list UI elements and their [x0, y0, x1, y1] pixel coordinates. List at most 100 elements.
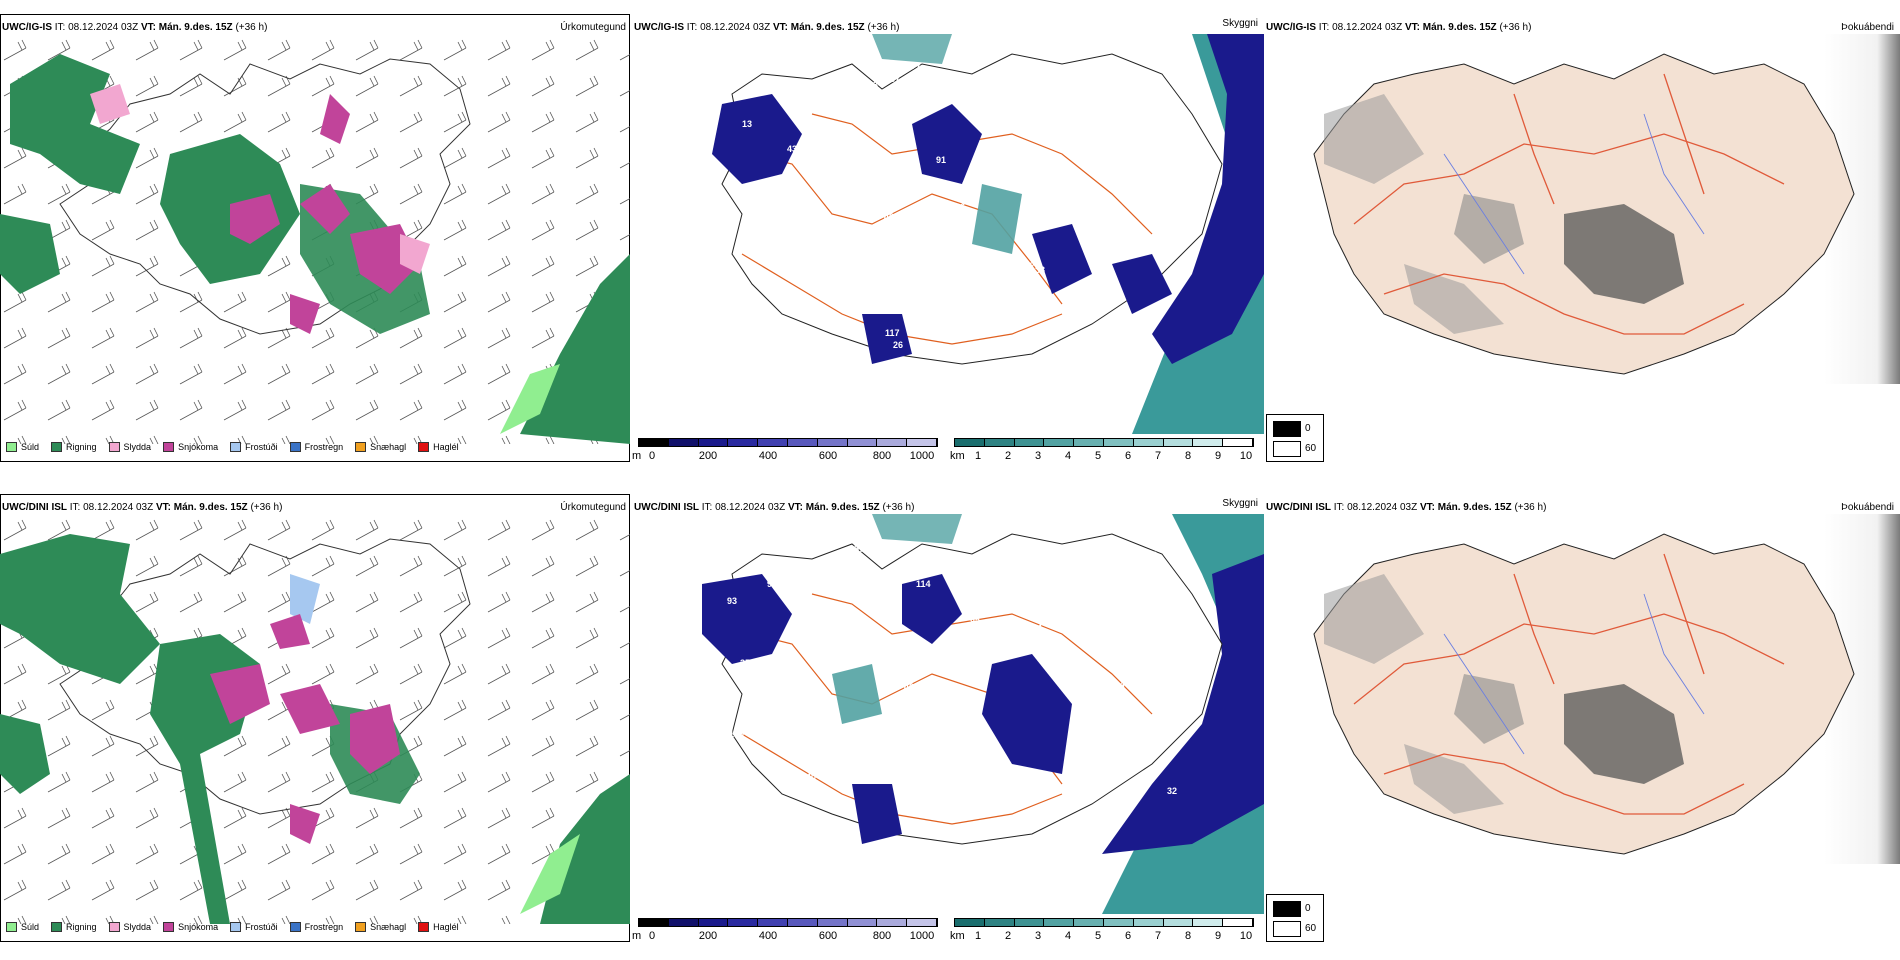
cloud-base-value: 48 — [884, 212, 895, 222]
cloud-base-value: 330 — [758, 396, 774, 406]
legend-swatch — [289, 922, 301, 932]
legend-swatch — [418, 442, 430, 452]
panel-name: Skyggni — [1222, 498, 1258, 509]
it-label: IT: — [701, 502, 713, 513]
colorbar-tick: 2 — [1004, 930, 1012, 942]
cloud-base-value: 49 — [1082, 665, 1093, 675]
fog-legend-black-swatch — [1273, 421, 1301, 437]
cloud-base-value: 93 — [727, 596, 738, 606]
legend-item: Súld — [6, 442, 39, 452]
colorbar-tick: 1 — [974, 450, 982, 462]
colorbar-tick: 200 — [698, 450, 718, 462]
fog-legend-value: 60 — [1305, 923, 1317, 934]
colorbar-tick: 400 — [758, 450, 778, 462]
cloud-base-value: 61 — [903, 824, 914, 834]
cloud-base-value: 26 — [955, 202, 966, 212]
panel-name: Þokuábendi — [1841, 502, 1894, 513]
road-network — [1383, 273, 1745, 335]
cloud-base-value: 43 — [1082, 372, 1093, 382]
legend-swatch — [51, 442, 63, 452]
snow-area — [290, 804, 320, 844]
colorbar-cell — [955, 439, 985, 446]
visibility-colorbar: km 1 2 3 4 5 6 7 8 9 10 — [950, 918, 1262, 948]
vt-value: Mán. 9.des. 15Z — [1422, 22, 1497, 33]
low-cloud-area — [1102, 554, 1264, 854]
cloud-base-value: 46 — [904, 682, 915, 692]
legend-item: Frostúði — [230, 442, 278, 452]
panel-name: Úrkomutegund — [560, 22, 626, 33]
cloud-base-value: 104 — [1027, 623, 1043, 633]
it-label: IT: — [1318, 22, 1330, 33]
cloud-base-value: 459 — [743, 861, 759, 871]
colorbar-cell — [728, 919, 759, 926]
lead-time: (+36 h) — [1514, 502, 1547, 513]
low-cloud-area — [912, 104, 982, 184]
legend-label: Rigning — [66, 442, 97, 452]
legend-item: Haglél — [418, 442, 459, 452]
fog-indicator-map — [1264, 514, 1900, 950]
vt-label: VT: — [772, 22, 788, 33]
cloud-base-value: 62 — [750, 707, 761, 717]
colorbar-cell — [1103, 919, 1134, 926]
cloud-base-value: 82 — [970, 617, 981, 627]
colorbar-cell — [1193, 919, 1224, 926]
cloud-base-value: 91 — [936, 155, 947, 165]
colorbar-cell — [984, 439, 1015, 446]
cloud-base-value: 65 — [716, 358, 727, 368]
colorbar-cell — [1014, 439, 1045, 446]
low-cloud-area — [1152, 34, 1264, 364]
road-network — [1383, 753, 1745, 815]
snow-area — [350, 704, 400, 774]
colorbar-cell — [1103, 439, 1134, 446]
cloud-base-value: 43 — [787, 144, 798, 154]
sleet-area — [90, 84, 130, 124]
visibility-area — [872, 34, 952, 64]
it-value: 08.12.2024 03Z — [1332, 22, 1403, 33]
cloud-base-value: 67 — [897, 723, 908, 733]
colorbar-cell — [1014, 919, 1045, 926]
colorbar-unit: m — [632, 450, 642, 462]
cloud-base-value: 43 — [868, 80, 879, 90]
cloud-base-value: 159 — [1084, 677, 1100, 687]
lead-time: (+36 h) — [1499, 22, 1532, 33]
colorbar-cell — [1223, 919, 1253, 926]
cloud-visibility-panel: UWC/DINI ISL IT: 08.12.2024 03Z VT: Mán.… — [632, 480, 1264, 950]
cloud-base-value: 95 — [1158, 682, 1169, 692]
cloud-base-value: 195 — [880, 845, 896, 855]
cloud-base-value: 63 — [1114, 336, 1125, 346]
snow-area — [290, 294, 320, 334]
colorbar-tick: 400 — [758, 930, 778, 942]
legend-label: Slydda — [123, 442, 152, 452]
vt-value: Mán. 9.des. 15Z — [158, 22, 233, 33]
cloud-visibility-map — [712, 34, 1264, 434]
low-cloud-area — [902, 574, 962, 644]
cloud-base-value: 18 — [770, 793, 781, 803]
legend-item: Rigning — [51, 442, 97, 452]
precip-type-legend: Súld Rigning Slydda Snjókoma Frostúði Fr… — [6, 442, 459, 452]
vt-label: VT: — [1419, 502, 1435, 513]
cloud-base-value: 76 — [735, 194, 746, 204]
legend-item: Snæhagl — [355, 442, 406, 452]
legend-item: Súld — [6, 922, 39, 932]
colorbar-cell — [1163, 919, 1194, 926]
cloud-base-value: 101 — [721, 380, 737, 390]
drizzle-area — [500, 364, 560, 434]
legend-label: Rigning — [66, 922, 97, 932]
colorbar-cell — [877, 439, 908, 446]
fog-legend-black-swatch — [1273, 901, 1301, 917]
colorbar-unit: km — [950, 450, 965, 462]
sleet-area — [400, 234, 430, 274]
it-value: 08.12.2024 03Z — [700, 22, 771, 33]
panel-title: UWC/DINI ISL IT: 08.12.2024 03Z VT: Mán.… — [634, 502, 914, 513]
colorbar-cell — [907, 919, 937, 926]
colorbar-cell — [639, 919, 669, 926]
legend-label: Snæhagl — [370, 922, 407, 932]
colorbar-tick: 9 — [1214, 930, 1222, 942]
legend-label: Súld — [21, 922, 40, 932]
fog-legend-value: 60 — [1305, 443, 1317, 454]
cloud-base-value: 91 — [1071, 550, 1082, 560]
cloud-base-value: 57 — [854, 544, 865, 554]
colorbar-cell — [787, 439, 818, 446]
colorbar-cell — [668, 439, 699, 446]
legend-item: Slydda — [108, 442, 152, 452]
